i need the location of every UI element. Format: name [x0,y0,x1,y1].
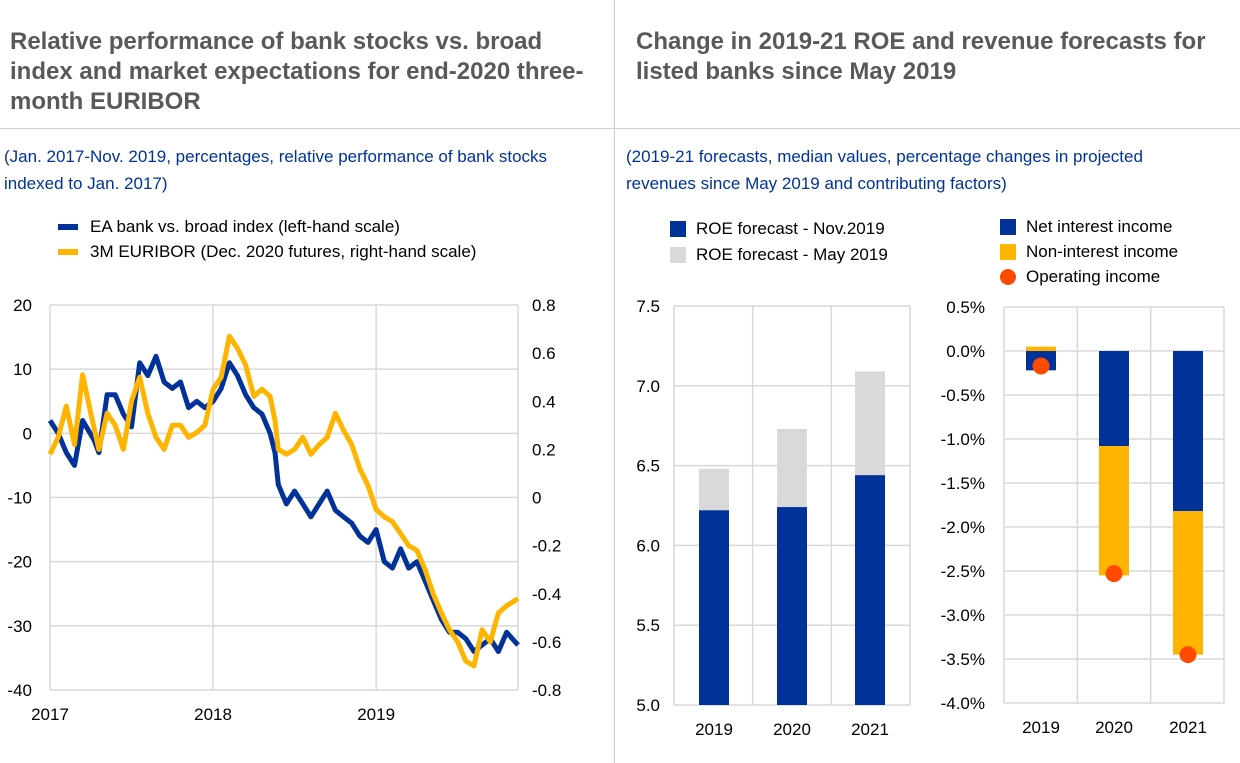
legend-label: 3M EURIBOR (Dec. 2020 futures, right-han… [90,241,477,261]
legend-swatch [58,248,78,255]
bar-roe-forecast-nov-2019 [699,510,729,705]
legend-swatch [670,220,686,237]
x-tick-label: 2018 [194,705,232,724]
x-tick-label: 2021 [851,720,889,739]
y-tick-label: -1.5% [941,474,985,493]
bar-non-interest-income [1173,511,1203,655]
legend-label: EA bank vs. broad index (left-hand scale… [90,216,400,236]
legend-label: ROE forecast - Nov.2019 [696,218,885,238]
bar-net-interest-income [1099,351,1129,447]
y-tick-label: 0.5% [946,298,985,317]
y-right-tick-label: 0.4 [532,392,556,411]
y-right-tick-label: 0.8 [532,296,556,315]
legend-roe-may: ROE forecast - May 2019 [670,242,888,267]
operating-income-dot [1105,565,1123,583]
legend-roe-nov: ROE forecast - Nov.2019 [670,216,885,241]
y-tick-label: -0.5% [941,386,985,405]
y-tick-label: -4.0% [941,694,985,713]
y-left-tick-label: -40 [7,681,32,700]
right-title: Change in 2019-21 ROE and revenue foreca… [636,28,1206,85]
y-left-tick-label: 20 [13,296,32,315]
divider-left [0,128,614,129]
legend-label: ROE forecast - May 2019 [696,244,888,264]
left-title: Relative performance of bank stocks vs. … [10,28,584,115]
y-tick-label: -3.0% [941,606,985,625]
x-tick-label: 2019 [357,705,395,724]
y-right-tick-label: 0.6 [532,344,556,363]
legend-opinc: Operating income [1000,264,1160,289]
y-tick-label: 7.5 [636,297,660,316]
bar-net-interest-income [1173,351,1203,512]
right-subtitle: (2019-21 forecasts, median values, perce… [626,147,1143,193]
bar-non-interest-income [1026,346,1056,351]
legend-blue: EA bank vs. broad index (left-hand scale… [58,214,400,239]
y-tick-label: 5.5 [636,616,660,635]
y-right-tick-label: 0 [532,489,541,508]
y-left-tick-label: -20 [7,553,32,572]
bank-index-line [47,353,520,654]
y-tick-label: -2.0% [941,518,985,537]
x-tick-label: 2020 [773,720,811,739]
y-tick-label: -3.5% [941,650,985,669]
left-subtitle: (Jan. 2017-Nov. 2019, percentages, relat… [4,147,548,193]
y-tick-label: 7.0 [636,377,660,396]
divider-right [615,128,1240,129]
y-tick-label: 6.5 [636,457,660,476]
y-tick-label: 6.0 [636,536,660,555]
operating-income-dot [1032,357,1050,375]
y-right-tick-label: -0.8 [532,681,561,700]
x-tick-label: 2019 [695,720,733,739]
legend-swatch [670,246,686,263]
y-left-tick-label: 10 [13,360,32,379]
legend-label: Net interest income [1026,216,1173,236]
y-left-tick-label: -10 [7,489,32,508]
legend-label: Non-interest income [1026,241,1179,261]
y-tick-label: 5.0 [636,696,660,715]
y-left-tick-label: -30 [7,617,32,636]
x-tick-label: 2017 [31,705,69,724]
y-tick-label: 0.0% [946,342,985,361]
operating-income-dot [1179,646,1197,664]
x-tick-label: 2021 [1169,718,1207,737]
y-left-tick-label: 0 [23,424,32,443]
bar-roe-forecast-nov-2019 [855,475,885,705]
bar-roe-forecast-nov-2019 [777,507,807,705]
legend-swatch [1000,218,1016,235]
legend-swatch [1000,243,1016,260]
legend-swatch [1000,268,1016,285]
y-right-tick-label: 0.2 [532,440,556,459]
legend-swatch [58,223,78,230]
euribor-line [47,333,520,669]
y-right-tick-label: -0.4 [532,585,561,604]
legend-nonii: Non-interest income [1000,239,1178,264]
y-tick-label: -2.5% [941,562,985,581]
y-right-tick-label: -0.2 [532,537,561,556]
legend-label: Operating income [1026,266,1161,286]
legend-yellow: 3M EURIBOR (Dec. 2020 futures, right-han… [58,239,476,264]
x-tick-label: 2020 [1095,718,1133,737]
y-right-tick-label: -0.6 [532,633,561,652]
y-tick-label: -1.0% [941,430,985,449]
x-tick-label: 2019 [1022,718,1060,737]
divider-vertical [614,0,615,763]
legend-nii: Net interest income [1000,214,1172,239]
bar-non-interest-income [1099,446,1129,576]
